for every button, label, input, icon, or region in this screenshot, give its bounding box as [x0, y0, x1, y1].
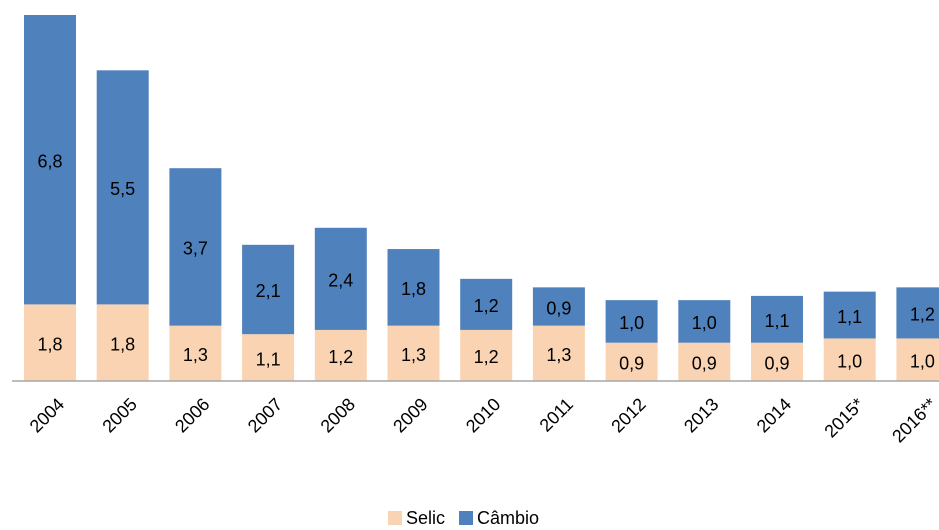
bar-segment — [605, 300, 658, 343]
bar-segment — [678, 342, 731, 381]
x-tick-label: 2016** — [888, 394, 939, 446]
value-label: 1,1 — [764, 311, 789, 331]
bars — [24, 14, 939, 381]
value-label: 1,1 — [256, 349, 281, 369]
legend-label: Câmbio — [477, 508, 539, 528]
value-label: 1,0 — [837, 351, 862, 371]
bar-segment — [169, 325, 222, 381]
legend: Selic Câmbio — [388, 508, 539, 528]
value-label: 1,0 — [692, 313, 717, 333]
bar-segment — [751, 342, 803, 381]
x-tick-label: 2015* — [820, 394, 867, 441]
bar-segment — [678, 300, 731, 343]
value-label: 1,0 — [910, 351, 935, 371]
value-label: 1,0 — [619, 313, 644, 333]
value-label: 3,7 — [183, 239, 208, 259]
x-tick-label: 2008 — [317, 394, 359, 436]
value-label: 0,9 — [546, 298, 571, 318]
value-label: 1,3 — [546, 345, 571, 365]
value-label: 1,1 — [837, 307, 862, 327]
x-tick-label: 2004 — [26, 394, 68, 436]
bar-segment — [896, 338, 939, 381]
bar-segment — [387, 325, 440, 381]
value-label: 1,2 — [474, 347, 499, 367]
value-label: 1,3 — [183, 345, 208, 365]
bar-segment — [460, 278, 513, 330]
bar-segment — [751, 295, 803, 343]
value-label: 0,9 — [619, 354, 644, 374]
bar-segment — [532, 325, 585, 381]
x-tick-label: 2011 — [536, 394, 578, 436]
value-label: 0,9 — [692, 354, 717, 374]
bar-segment — [96, 70, 149, 305]
value-label: 6,8 — [37, 151, 62, 171]
bar-segment — [823, 338, 876, 381]
x-tick-label: 2012 — [607, 394, 649, 436]
x-tick-label: 2006 — [171, 394, 213, 436]
bar-segment — [242, 244, 295, 335]
bar-segment — [823, 291, 876, 339]
value-label: 2,1 — [256, 281, 281, 301]
value-label: 5,5 — [110, 179, 135, 199]
legend-swatch — [459, 511, 474, 525]
value-label: 1,2 — [910, 305, 935, 325]
x-tick-label: 2009 — [389, 394, 431, 436]
legend-label: Selic — [406, 508, 445, 528]
bar-segment — [387, 249, 440, 326]
legend-swatch — [388, 511, 402, 525]
bar-segment — [314, 227, 367, 330]
bar-segment — [605, 342, 658, 381]
value-label: 0,9 — [764, 354, 789, 374]
bar-segment — [169, 168, 222, 326]
bar-segment — [96, 304, 149, 381]
x-tick-label: 2014 — [753, 394, 795, 436]
x-tick-label: 2005 — [98, 394, 140, 436]
bar-segment — [24, 14, 76, 305]
bar-segment — [242, 334, 295, 381]
value-label: 1,8 — [110, 334, 135, 354]
x-tick-label: 2010 — [462, 394, 504, 436]
value-label: 1,8 — [401, 279, 426, 299]
x-tick-label: 2013 — [680, 394, 722, 436]
value-label: 1,3 — [401, 345, 426, 365]
value-label: 1,8 — [37, 334, 62, 354]
bar-segment — [24, 304, 76, 381]
value-label: 1,2 — [328, 347, 353, 367]
x-tick-label: 2007 — [244, 394, 286, 436]
value-label: 1,2 — [474, 296, 499, 316]
bar-segment — [460, 329, 513, 381]
bar-segment — [532, 287, 585, 326]
bar-segment — [896, 287, 939, 339]
value-label: 2,4 — [328, 271, 353, 291]
bar-segment — [314, 329, 367, 381]
